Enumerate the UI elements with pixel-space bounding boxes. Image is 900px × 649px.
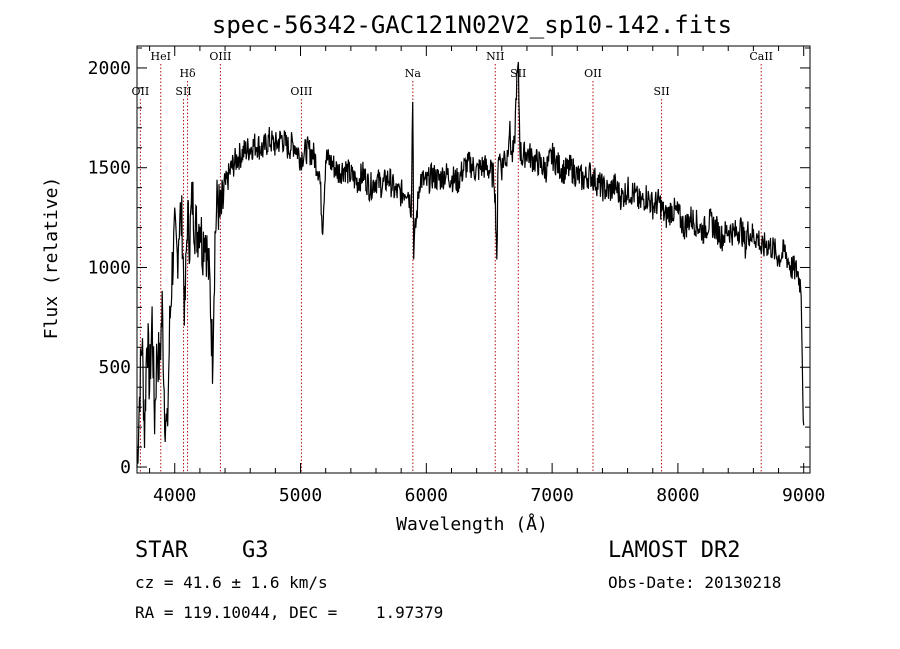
x-tick-label: 6000 — [405, 485, 448, 506]
line-label-oiii: OIII — [209, 50, 231, 63]
x-tick-label: 4000 — [153, 485, 196, 506]
line-label-oii: OII — [584, 67, 602, 80]
x-tick-label: 5000 — [279, 485, 322, 506]
x-tick-label: 7000 — [530, 485, 573, 506]
y-tick-label: 1000 — [88, 257, 131, 278]
y-tick-label: 1500 — [88, 158, 131, 179]
redshift-text: cz = 41.6 ± 1.6 km/s — [135, 573, 328, 592]
line-label-hδ: Hδ — [179, 67, 196, 80]
object-class: STAR — [135, 538, 188, 563]
line-label-oii: OII — [132, 85, 150, 98]
y-axis-label: Flux (relative) — [41, 177, 62, 340]
y-tick-label: 0 — [120, 457, 131, 478]
x-tick-label: 8000 — [656, 485, 699, 506]
spectrum-line — [136, 61, 805, 468]
survey-name: LAMOST DR2 — [608, 538, 741, 563]
y-axis: 0 500 1000 1500 2000 — [88, 47, 810, 478]
line-label-sii: SII — [653, 85, 669, 98]
subclass: G3 — [242, 538, 269, 563]
line-label-caii: CaII — [749, 50, 773, 63]
coordinates: RA = 119.10044, DEC = 1.97379 — [135, 603, 444, 622]
line-label-na: Na — [405, 67, 422, 80]
x-tick-label: 9000 — [782, 485, 825, 506]
line-label-nii: NII — [486, 50, 504, 63]
line-label-sii: SII — [175, 85, 191, 98]
y-tick-label: 2000 — [88, 58, 131, 79]
line-label-hei: HeI — [151, 50, 171, 63]
x-axis: 4000 5000 6000 7000 8000 9000 — [149, 46, 825, 506]
x-axis-label: Wavelength (Å) — [396, 513, 548, 535]
chart-title: spec-56342-GAC121N02V2_sp10-142.fits — [212, 11, 732, 39]
plot-frame — [136, 45, 811, 474]
y-tick-label: 500 — [98, 357, 131, 378]
obs-date: Obs-Date: 20130218 — [608, 573, 782, 592]
line-label-oiii: OIII — [290, 85, 312, 98]
